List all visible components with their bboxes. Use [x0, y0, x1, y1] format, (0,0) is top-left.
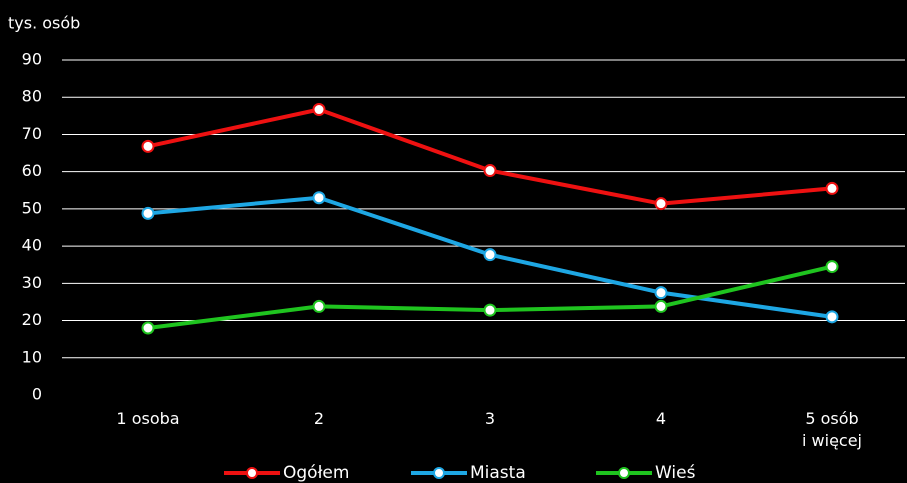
y-axis-label: tys. osób [8, 14, 80, 33]
data-point [654, 197, 668, 211]
legend-label: Miasta [470, 463, 526, 483]
y-tick-label: 50 [22, 198, 42, 217]
y-tick-label: 0 [32, 385, 42, 404]
data-point [312, 103, 326, 117]
series-line [147, 107, 833, 206]
legend-label: Ogółem [283, 463, 349, 483]
y-tick-label: 40 [22, 236, 42, 255]
legend-marker [246, 467, 258, 479]
y-tick-label: 90 [22, 50, 42, 69]
data-point [141, 321, 155, 335]
data-point [312, 191, 326, 205]
data-point [141, 139, 155, 153]
data-point [312, 299, 326, 313]
y-tick-label: 60 [22, 161, 42, 180]
data-point [825, 260, 839, 274]
x-tick-label: 2 [313, 409, 325, 428]
series-line [147, 264, 833, 330]
data-point [141, 206, 155, 220]
y-tick-label: 10 [22, 347, 42, 366]
y-tick-label: 80 [22, 87, 42, 106]
data-point [654, 286, 668, 300]
data-point [825, 310, 839, 324]
data-point [483, 248, 497, 262]
data-point [654, 299, 668, 313]
x-tick-label: 4 [655, 409, 667, 428]
legend-label: Wieś [655, 463, 696, 483]
legend-marker [618, 467, 630, 479]
y-tick-label: 70 [22, 124, 42, 143]
y-tick-label: 30 [22, 273, 42, 292]
x-tick-label: 1 osoba [116, 409, 180, 428]
x-tick-label: 5 osób i więcej [802, 409, 862, 450]
x-tick-label: 3 [484, 409, 496, 428]
data-point [483, 164, 497, 178]
y-tick-label: 20 [22, 310, 42, 329]
legend-marker [433, 467, 445, 479]
data-point [483, 303, 497, 317]
data-point [825, 181, 839, 195]
